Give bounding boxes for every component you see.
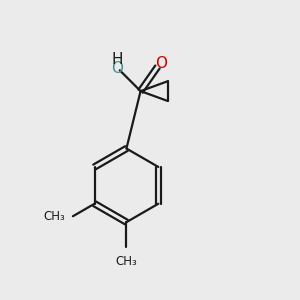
Text: O: O [111, 61, 123, 76]
Text: CH₃: CH₃ [116, 255, 137, 268]
Text: CH₃: CH₃ [43, 210, 65, 223]
Text: H: H [112, 52, 123, 67]
Text: O: O [155, 56, 167, 71]
